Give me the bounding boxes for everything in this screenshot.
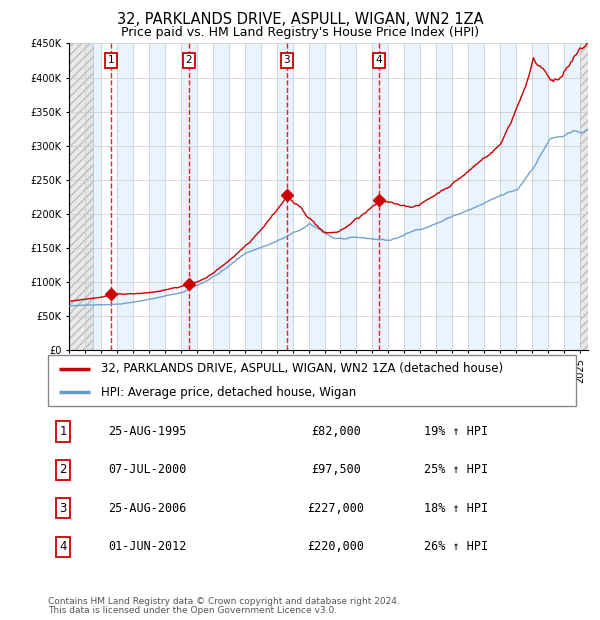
Text: 3: 3 [284, 55, 290, 65]
Bar [373, 43, 388, 350]
Text: 26% ↑ HPI: 26% ↑ HPI [424, 541, 488, 553]
Text: £220,000: £220,000 [308, 541, 365, 553]
Text: 18% ↑ HPI: 18% ↑ HPI [424, 502, 488, 515]
Text: £227,000: £227,000 [308, 502, 365, 515]
Bar [436, 43, 452, 350]
Text: 19% ↑ HPI: 19% ↑ HPI [424, 425, 488, 438]
Bar [500, 43, 516, 350]
Text: 32, PARKLANDS DRIVE, ASPULL, WIGAN, WN2 1ZA (detached house): 32, PARKLANDS DRIVE, ASPULL, WIGAN, WN2 … [101, 363, 503, 376]
Bar [69, 43, 93, 350]
Bar [308, 43, 325, 350]
Text: 25-AUG-1995: 25-AUG-1995 [108, 425, 186, 438]
Bar [532, 43, 548, 350]
Bar [245, 43, 260, 350]
Text: 25-AUG-2006: 25-AUG-2006 [108, 502, 186, 515]
Text: 1: 1 [108, 55, 115, 65]
Bar [580, 43, 588, 350]
Bar [213, 43, 229, 350]
Bar [340, 43, 356, 350]
Text: This data is licensed under the Open Government Licence v3.0.: This data is licensed under the Open Gov… [48, 606, 337, 615]
Bar [181, 43, 197, 350]
Text: £82,000: £82,000 [311, 425, 361, 438]
Text: 1: 1 [59, 425, 67, 438]
Bar [404, 43, 421, 350]
Bar [117, 43, 133, 350]
Bar [149, 43, 165, 350]
Text: 25% ↑ HPI: 25% ↑ HPI [424, 464, 488, 476]
Text: 01-JUN-2012: 01-JUN-2012 [108, 541, 186, 553]
Text: 2: 2 [186, 55, 193, 65]
Bar [85, 43, 101, 350]
Text: 4: 4 [376, 55, 382, 65]
Bar [564, 43, 580, 350]
Text: Contains HM Land Registry data © Crown copyright and database right 2024.: Contains HM Land Registry data © Crown c… [48, 597, 400, 606]
Text: HPI: Average price, detached house, Wigan: HPI: Average price, detached house, Wiga… [101, 386, 356, 399]
Text: 3: 3 [59, 502, 67, 515]
Text: 32, PARKLANDS DRIVE, ASPULL, WIGAN, WN2 1ZA: 32, PARKLANDS DRIVE, ASPULL, WIGAN, WN2 … [116, 12, 484, 27]
Bar [468, 43, 484, 350]
Text: 07-JUL-2000: 07-JUL-2000 [108, 464, 186, 476]
Bar [277, 43, 293, 350]
Text: 2: 2 [59, 464, 67, 476]
Text: 4: 4 [59, 541, 67, 553]
Text: £97,500: £97,500 [311, 464, 361, 476]
Text: Price paid vs. HM Land Registry's House Price Index (HPI): Price paid vs. HM Land Registry's House … [121, 26, 479, 38]
